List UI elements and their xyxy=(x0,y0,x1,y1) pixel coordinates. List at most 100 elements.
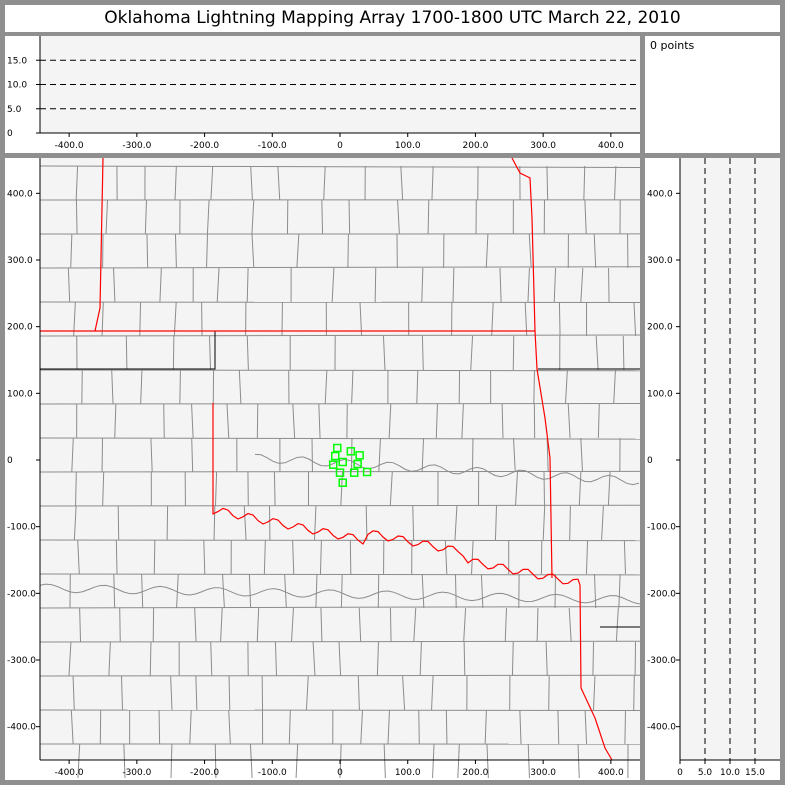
county-line xyxy=(340,573,343,609)
lma-station-marker xyxy=(346,447,356,456)
county-line xyxy=(75,471,77,507)
y-tick-label: 300.0 xyxy=(647,256,673,266)
county-line xyxy=(568,607,572,643)
y-tick-label: -400.0 xyxy=(7,723,36,733)
county-line xyxy=(613,369,616,405)
county-line xyxy=(166,505,169,541)
county-line xyxy=(501,403,504,439)
y-tick-label: 100.0 xyxy=(647,389,673,399)
county-line xyxy=(546,165,549,201)
county-line xyxy=(68,641,72,677)
county-line xyxy=(595,335,599,371)
county-line xyxy=(194,607,197,643)
county-line xyxy=(542,505,546,541)
county-line xyxy=(594,573,597,609)
county-line xyxy=(400,165,404,201)
county-line xyxy=(39,674,641,677)
x-tick-label: 300.0 xyxy=(530,141,556,151)
county-line xyxy=(444,539,448,575)
county-line xyxy=(553,267,557,303)
x-tick-label: 5.0 xyxy=(698,768,713,778)
county-line xyxy=(593,675,596,711)
side-altitude-panel: 0 5.0 10.0 15.0 -400.0 -300.0 -200.0 -100.0 0 100… xyxy=(645,158,780,780)
county-line xyxy=(251,199,255,235)
county-line xyxy=(470,335,474,371)
county-line xyxy=(246,335,249,371)
county-line xyxy=(222,573,225,609)
y-tick-label: 0 xyxy=(647,456,653,466)
county-borders xyxy=(39,165,641,779)
y-tick-label: 200.0 xyxy=(647,323,673,333)
county-line xyxy=(284,573,287,609)
x-tick-label: -300.0 xyxy=(122,141,151,151)
county-line xyxy=(238,369,242,405)
county-line xyxy=(431,675,434,711)
county-line xyxy=(305,675,309,711)
county-line xyxy=(412,505,415,541)
y-tick-label: -200.0 xyxy=(647,589,676,599)
county-line xyxy=(277,165,281,201)
state-border-black xyxy=(40,331,216,370)
plot-title: Oklahoma Lightning Mapping Array 1700-18… xyxy=(5,5,780,32)
county-line xyxy=(119,607,121,643)
county-line xyxy=(593,233,597,269)
x-tick-label: -400.0 xyxy=(55,768,84,778)
county-line xyxy=(515,471,518,507)
county-line xyxy=(421,335,424,371)
county-line xyxy=(338,641,342,677)
county-line xyxy=(170,675,173,711)
county-line xyxy=(39,539,641,542)
county-line xyxy=(524,301,528,337)
county-line xyxy=(511,641,514,677)
x-tick-label: 200.0 xyxy=(463,768,489,778)
county-line xyxy=(79,607,82,643)
county-line xyxy=(418,709,420,745)
y-tick-label: 400.0 xyxy=(7,189,33,199)
county-line xyxy=(292,403,296,439)
county-line xyxy=(195,675,198,711)
county-line xyxy=(513,437,516,473)
county-line xyxy=(499,267,502,303)
state-border-red xyxy=(94,157,104,332)
x-tick-label: 400.0 xyxy=(598,768,624,778)
county-line xyxy=(320,607,323,643)
county-line xyxy=(416,369,419,405)
lma-station-marker xyxy=(362,467,372,477)
x-tick-label: 300.0 xyxy=(530,768,556,778)
county-line xyxy=(170,743,173,779)
county-line xyxy=(421,437,425,473)
y-tick-label: 0 xyxy=(7,129,13,139)
county-line xyxy=(179,369,181,405)
county-line xyxy=(117,505,120,541)
county-line xyxy=(318,403,321,439)
county-line xyxy=(77,539,80,575)
county-line xyxy=(421,267,424,303)
county-line xyxy=(536,607,539,643)
county-line xyxy=(569,505,571,541)
county-line xyxy=(583,165,586,201)
county-line xyxy=(39,606,641,609)
county-line xyxy=(564,369,568,405)
y-tick-label: -100.0 xyxy=(647,523,676,533)
county-line xyxy=(315,573,318,609)
county-line xyxy=(144,199,147,235)
county-line xyxy=(558,301,561,337)
y-tick-label: 0 xyxy=(7,456,13,466)
county-line xyxy=(387,709,390,745)
x-tick-label: 0 xyxy=(677,768,683,778)
county-line xyxy=(445,709,448,745)
y-tick-label: 5.0 xyxy=(7,105,22,115)
plan-view-map[interactable]: -400.0 -300.0 -200.0 -100.0 0 100.0 200.0 300.0… xyxy=(5,157,641,780)
county-line xyxy=(435,403,438,439)
county-line xyxy=(533,369,535,405)
county-line xyxy=(73,301,76,337)
county-line xyxy=(484,709,487,745)
y-tick-label: -300.0 xyxy=(647,656,676,666)
y-tick-label: 300.0 xyxy=(7,256,33,266)
x-tick-label: 10.0 xyxy=(720,768,740,778)
county-line xyxy=(312,641,316,677)
county-line xyxy=(246,267,249,303)
county-line xyxy=(141,573,144,609)
lma-station-marker xyxy=(328,460,338,469)
lma-station-marker xyxy=(355,451,364,460)
